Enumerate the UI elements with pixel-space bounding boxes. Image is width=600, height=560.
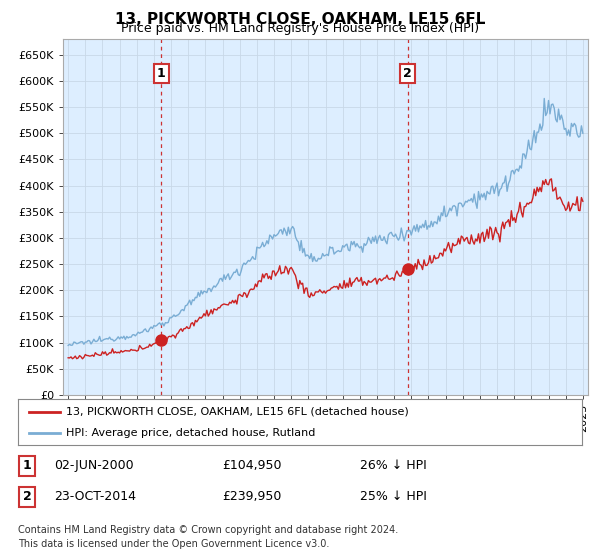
Text: 25% ↓ HPI: 25% ↓ HPI xyxy=(360,490,427,503)
Text: 26% ↓ HPI: 26% ↓ HPI xyxy=(360,459,427,473)
Text: 1: 1 xyxy=(157,67,166,80)
Text: 13, PICKWORTH CLOSE, OAKHAM, LE15 6FL (detached house): 13, PICKWORTH CLOSE, OAKHAM, LE15 6FL (d… xyxy=(66,407,409,417)
Text: 2: 2 xyxy=(23,490,31,503)
Text: Price paid vs. HM Land Registry's House Price Index (HPI): Price paid vs. HM Land Registry's House … xyxy=(121,22,479,35)
Text: £104,950: £104,950 xyxy=(222,459,281,473)
Text: HPI: Average price, detached house, Rutland: HPI: Average price, detached house, Rutl… xyxy=(66,428,316,438)
Text: Contains HM Land Registry data © Crown copyright and database right 2024.
This d: Contains HM Land Registry data © Crown c… xyxy=(18,525,398,549)
Text: 02-JUN-2000: 02-JUN-2000 xyxy=(54,459,134,473)
Text: 2: 2 xyxy=(403,67,412,80)
Text: £239,950: £239,950 xyxy=(222,490,281,503)
Text: 13, PICKWORTH CLOSE, OAKHAM, LE15 6FL: 13, PICKWORTH CLOSE, OAKHAM, LE15 6FL xyxy=(115,12,485,27)
Text: 23-OCT-2014: 23-OCT-2014 xyxy=(54,490,136,503)
Text: 1: 1 xyxy=(23,459,31,473)
